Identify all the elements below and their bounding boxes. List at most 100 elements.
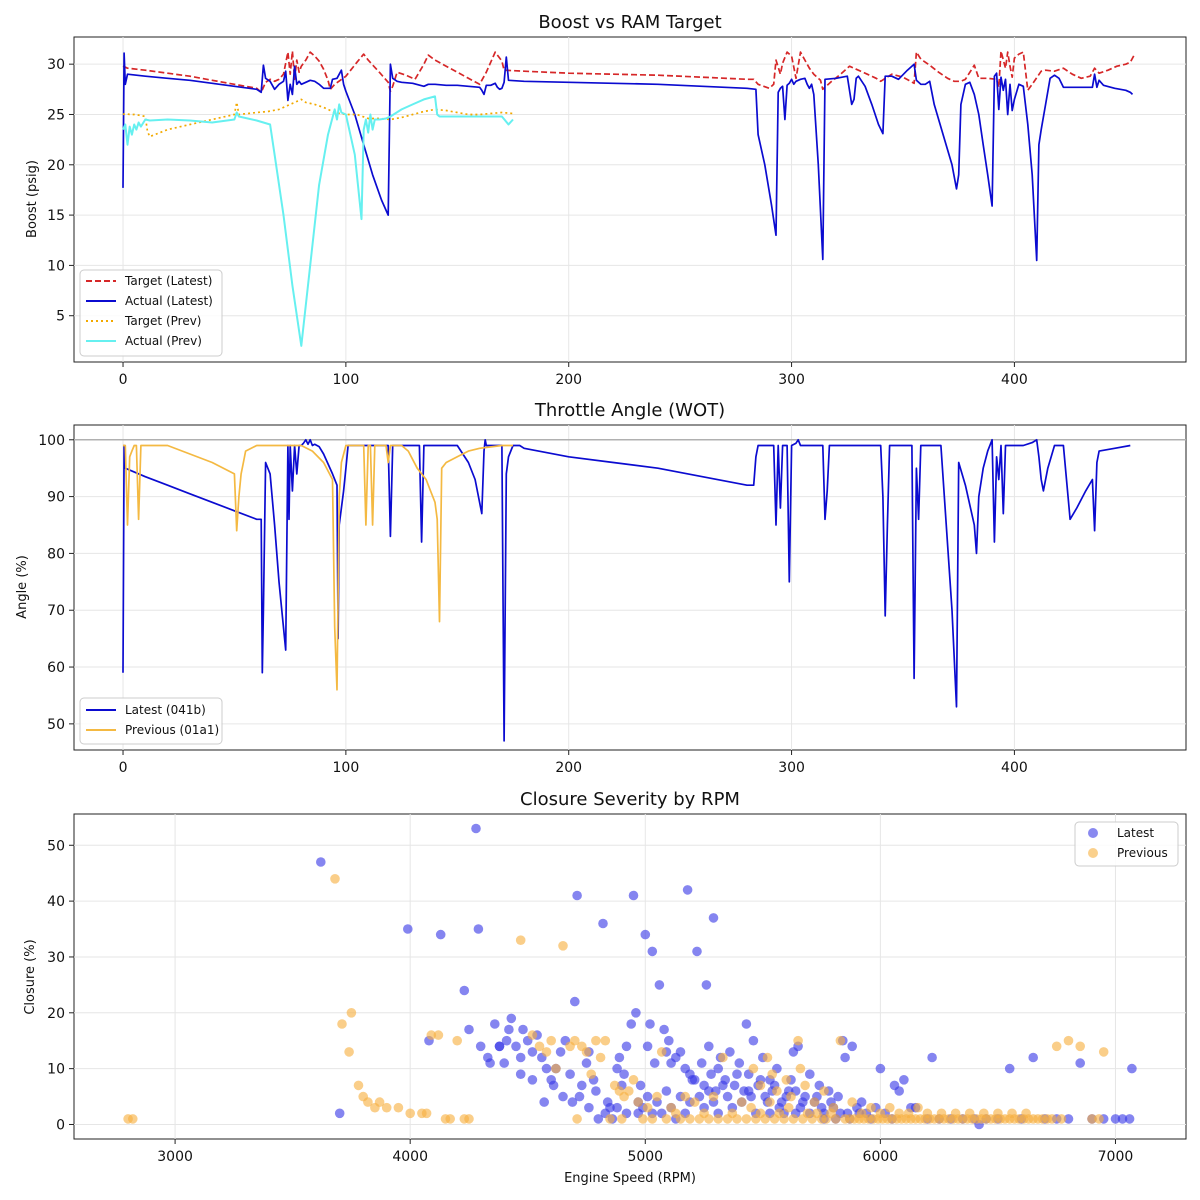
scatter-point-previous — [993, 1108, 1003, 1119]
throttle-plot-frame — [73, 424, 1187, 751]
scatter-point-previous — [708, 1091, 719, 1102]
scatter-point-latest — [577, 1080, 587, 1091]
scatter-point-latest — [689, 1075, 700, 1085]
scatter-point-previous — [330, 874, 340, 884]
y-tick-label: 80 — [47, 546, 65, 562]
boost-x-ticks: 0 100 200 300 400 — [119, 362, 1028, 388]
scatter-point-previous — [835, 1035, 846, 1046]
scatter-point-previous — [736, 1097, 747, 1107]
scatter-point-latest — [435, 929, 446, 940]
scatter-point-previous — [628, 1075, 639, 1085]
scatter-point-latest — [567, 1097, 578, 1107]
boost-y-ticks: 5 10 15 20 25 30 — [47, 57, 74, 325]
scatter-point-latest — [515, 1069, 526, 1079]
scatter-point-latest — [661, 1086, 672, 1096]
scatter-point-previous — [1021, 1108, 1031, 1119]
closure-gridlines — [74, 814, 1186, 1139]
scatter-point-latest — [927, 1052, 937, 1063]
scatter-point-previous — [546, 1035, 556, 1046]
scatter-point-latest — [527, 1047, 538, 1057]
scatter-point-previous — [381, 1102, 392, 1113]
scatter-point-latest — [682, 885, 693, 895]
scatter-point-latest — [555, 1047, 566, 1057]
scatter-point-latest — [499, 1058, 510, 1068]
scatter-point-latest — [471, 823, 481, 834]
boost-chart-title: Boost vs RAM Target — [538, 12, 721, 33]
scatter-point-latest — [619, 1069, 629, 1079]
throttle-y-ticks: 50 60 70 80 90 100 — [38, 433, 74, 733]
scatter-point-latest — [847, 1041, 857, 1052]
scatter-point-previous — [558, 941, 568, 951]
scatter-point-latest — [675, 1047, 686, 1057]
y-tick-label: 100 — [38, 433, 65, 449]
scatter-point-latest — [741, 1019, 752, 1029]
scatter-point-previous — [344, 1047, 354, 1057]
scatter-point-previous — [689, 1097, 700, 1107]
scatter-point-previous — [1098, 1047, 1109, 1057]
scatter-point-previous — [1056, 1114, 1067, 1124]
scatter-point-latest — [647, 946, 658, 957]
throttle-gridlines — [74, 425, 1186, 750]
scatter-point-latest — [1117, 1114, 1128, 1124]
scatter-point-previous — [405, 1108, 416, 1119]
scatter-point-latest — [539, 1097, 549, 1107]
scatter-point-latest — [574, 1091, 585, 1102]
scatter-point-previous — [464, 1114, 474, 1124]
scatter-point-previous — [433, 1030, 444, 1040]
closure-panel: 3000 4000 5000 6000 7000 0 10 20 30 40 50 Closure… — [23, 789, 1187, 1186]
legend-label-actual-prev: Actual (Prev) — [125, 334, 202, 348]
scatter-point-previous — [685, 1114, 695, 1124]
y-tick-label: 30 — [47, 57, 65, 73]
throttle-panel: 0 100 200 300 400 50 60 70 80 90 100 Throttle Ang… — [15, 400, 1187, 776]
scatter-point-latest — [581, 1058, 592, 1068]
scatter-point-latest — [743, 1086, 754, 1096]
scatter-point-latest — [593, 1114, 604, 1124]
scatter-point-latest — [598, 918, 608, 929]
scatter-point-latest — [1075, 1058, 1085, 1068]
scatter-point-previous — [346, 1008, 357, 1018]
scatter-point-previous — [1007, 1108, 1017, 1119]
x-tick-label: 0 — [119, 760, 128, 776]
scatter-point-previous — [922, 1108, 933, 1119]
scatter-point-previous — [1047, 1114, 1057, 1124]
scatter-point-previous — [772, 1086, 782, 1096]
closure-plot-frame — [73, 813, 1187, 1140]
series-line-target-prev — [122, 98, 514, 138]
scatter-point-latest — [565, 1069, 575, 1079]
throttle-y-axis-label: Angle (%) — [15, 555, 30, 619]
y-tick-label: 90 — [47, 490, 65, 506]
scatter-point-latest — [490, 1019, 500, 1029]
legend-label-target-latest: Target (Latest) — [124, 274, 212, 288]
scatter-point-previous — [363, 1097, 373, 1107]
scatter-point-previous — [781, 1075, 792, 1085]
legend-label-target-prev: Target (Prev) — [124, 314, 201, 328]
scatter-point-previous — [755, 1080, 766, 1091]
x-tick-label: 300 — [778, 372, 805, 388]
scatter-point-latest — [734, 1058, 745, 1068]
scatter-point-previous — [421, 1108, 432, 1119]
scatter-point-previous — [1087, 1114, 1097, 1124]
scatter-point-previous — [718, 1052, 728, 1063]
scatter-point-latest — [572, 890, 582, 901]
scatter-point-previous — [445, 1114, 456, 1124]
x-tick-label: 100 — [333, 372, 360, 388]
scatter-point-previous — [819, 1086, 829, 1096]
scatter-point-previous — [788, 1114, 799, 1124]
scatter-point-latest — [1063, 1114, 1074, 1124]
scatter-point-previous — [800, 1080, 810, 1091]
scatter-point-latest — [748, 1035, 759, 1046]
y-tick-label: 40 — [47, 894, 65, 910]
scatter-point-latest — [875, 1063, 886, 1074]
scatter-point-latest — [1110, 1114, 1121, 1124]
scatter-point-previous — [393, 1102, 404, 1113]
scatter-point-previous — [964, 1108, 975, 1119]
scatter-point-latest — [899, 1075, 909, 1085]
scatter-point-previous — [894, 1108, 904, 1119]
scatter-point-latest — [635, 1080, 646, 1091]
scatter-point-latest — [506, 1013, 517, 1024]
scatter-point-latest — [722, 1091, 733, 1102]
scatter-point-latest — [464, 1024, 474, 1035]
scatter-point-previous — [642, 1102, 653, 1113]
y-tick-label: 50 — [47, 838, 65, 854]
